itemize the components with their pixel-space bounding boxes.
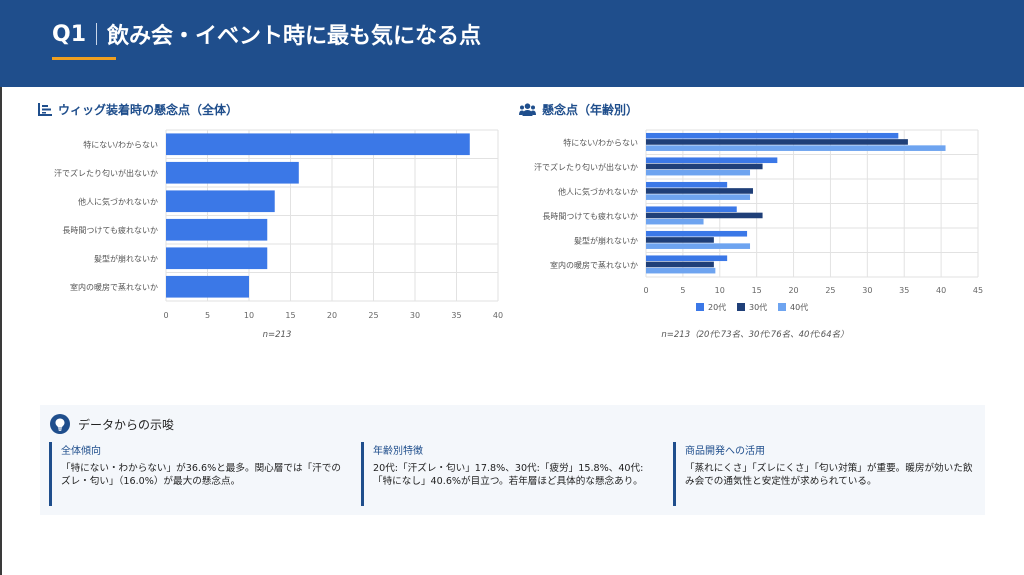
bar-30代 — [646, 163, 763, 170]
lightbulb-icon — [50, 414, 70, 434]
x-tick-label: 35 — [451, 311, 461, 320]
age-concerns-chart: 0 5 10 15 20 25 30 35 40 45 特にない/わからない汗でズレたり匂いが出ない… — [534, 129, 983, 340]
bar — [166, 190, 275, 213]
header-bar: Q1 飲み会・イベント時に最も気になる点 — [0, 0, 1024, 87]
bar-40代 — [646, 267, 716, 274]
bar-40代 — [646, 218, 704, 225]
x-tick-label: 10 — [715, 286, 725, 295]
legend-label: 20代 — [708, 302, 726, 312]
x-tick-label: 40 — [493, 311, 503, 320]
category-label: 髪型が崩れないか — [574, 235, 638, 245]
x-tick-label: 10 — [244, 311, 254, 320]
category-label: 髪型が崩れないか — [94, 253, 158, 263]
bar — [166, 133, 470, 156]
left-panel-title-text: ウィッグ装着時の懸念点（全体） — [58, 103, 239, 117]
bar-20代 — [646, 206, 737, 213]
insight-overall-trend: 全体傾向 「特にない・わからない」が36.6%と最多。関心層では「汗でのズレ・匂… — [49, 442, 349, 506]
left-panel-title: ウィッグ装着時の懸念点（全体） — [38, 101, 238, 118]
insight-title: 全体傾向 — [61, 446, 101, 457]
bar-20代 — [646, 230, 748, 237]
category-label: 室内の暖房で蒸れないか — [550, 260, 638, 270]
x-tick-label: 25 — [368, 311, 378, 320]
title-separator — [96, 23, 98, 45]
bar-30代 — [646, 212, 763, 219]
category-label: 他人に気づかれないか — [78, 196, 158, 206]
bar-40代 — [646, 145, 946, 151]
x-tick-label: 20 — [327, 311, 337, 320]
category-label: 他人に気づかれないか — [558, 186, 638, 196]
category-label: 特にない/わからない — [83, 139, 158, 149]
x-tick-label: 15 — [752, 286, 762, 295]
insights-title: データからの示唆 — [78, 417, 175, 432]
legend-label: 40代 — [790, 302, 808, 312]
x-tick-label: 5 — [205, 311, 210, 320]
category-label: 汗でズレたり匂いが出ないか — [534, 162, 638, 172]
page-title: Q1 飲み会・イベント時に最も気になる点 — [52, 18, 481, 50]
question-number: Q1 — [52, 21, 87, 47]
x-tick-label: 30 — [410, 311, 420, 320]
insight-product-development: 商品開発への活用 「蒸れにくさ」「ズレにくさ」「匂い対策」が重要。暖房が効いた飲… — [673, 442, 973, 506]
x-tick-label: 40 — [936, 286, 946, 295]
bar — [166, 247, 268, 270]
legend-swatch — [737, 303, 745, 311]
bar — [166, 161, 299, 184]
legend-swatch — [696, 303, 704, 311]
page-left-border — [0, 0, 2, 575]
insights-header: データからの示唆 — [50, 414, 174, 434]
bar — [166, 275, 249, 298]
x-tick-label: 15 — [285, 311, 295, 320]
insight-age-features: 年齢別特徴 20代:「汗ズレ・匂い」17.8%、30代:「疲労」15.8%、40… — [361, 442, 661, 506]
category-label: 長時間つけても疲れないか — [542, 211, 638, 221]
sample-size-note: n=213（20代:73名、30代:76名、40代:64名） — [661, 329, 848, 340]
overall-concerns-chart: 0 5 10 15 20 25 30 35 40 特にない/わからない汗でズレたり匂いが出ないか他… — [54, 129, 503, 340]
legend-swatch — [778, 303, 786, 311]
bar-30代 — [646, 139, 908, 145]
bar-40代 — [646, 169, 751, 176]
insight-text: 「特にない・わからない」が36.6%と最多。関心層では「汗でのズレ・匂い」（16… — [61, 463, 341, 487]
bar-40代 — [646, 243, 751, 249]
insights-panel: データからの示唆 全体傾向 「特にない・わからない」が36.6%と最多。関心層で… — [40, 405, 985, 515]
x-tick-label: 30 — [862, 286, 872, 295]
x-tick-label: 0 — [163, 311, 168, 320]
legend-label: 30代 — [749, 302, 767, 312]
users-icon — [519, 103, 536, 116]
x-tick-label: 5 — [680, 286, 685, 295]
x-tick-label: 45 — [973, 286, 983, 295]
insight-text: 「蒸れにくさ」「ズレにくさ」「匂い対策」が重要。暖房が効いた飲み会での通気性と安… — [685, 463, 973, 487]
bar-40代 — [646, 194, 751, 200]
category-label: 長時間つけても疲れないか — [62, 225, 158, 235]
bar-20代 — [646, 181, 728, 188]
bar-chart-icon — [38, 103, 52, 116]
right-panel-title-text: 懸念点（年齢別） — [542, 103, 639, 117]
bar-30代 — [646, 261, 714, 268]
bar — [166, 218, 268, 241]
bar-20代 — [646, 132, 899, 139]
bar-20代 — [646, 157, 778, 164]
category-label: 室内の暖房で蒸れないか — [70, 282, 158, 292]
title-text: 飲み会・イベント時に最も気になる点 — [107, 24, 482, 49]
bar-30代 — [646, 237, 714, 243]
x-tick-label: 0 — [643, 286, 648, 295]
insight-text: 20代:「汗ズレ・匂い」17.8%、30代:「疲労」15.8%、40代:「特にな… — [373, 463, 644, 487]
sample-size-note: n=213 — [263, 330, 292, 340]
bar-20代 — [646, 255, 728, 262]
insight-title: 年齢別特徴 — [373, 446, 423, 457]
bar-30代 — [646, 188, 753, 194]
category-label: 特にない/わからない — [563, 137, 638, 147]
x-tick-label: 35 — [899, 286, 909, 295]
insight-title: 商品開発への活用 — [685, 446, 765, 457]
x-tick-label: 20 — [788, 286, 798, 295]
x-tick-label: 25 — [825, 286, 835, 295]
title-accent-underline — [52, 57, 116, 60]
category-label: 汗でズレたり匂いが出ないか — [54, 168, 158, 178]
right-panel-title: 懸念点（年齢別） — [519, 101, 638, 118]
